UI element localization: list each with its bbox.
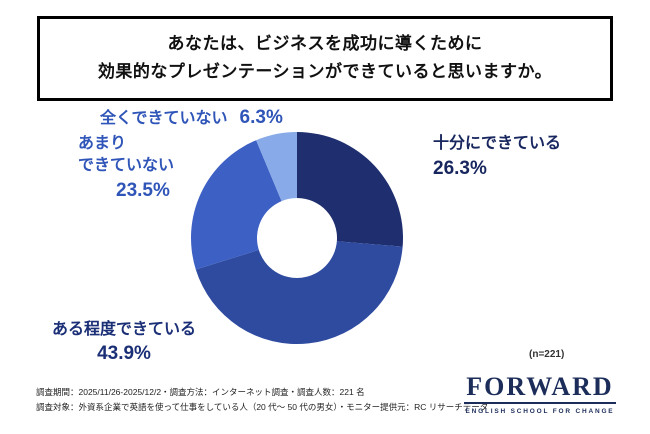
callout-not-really-label-line1: あまり (78, 135, 127, 152)
callout-somewhat-label: ある程度できている (52, 321, 197, 338)
sample-size-note: (n=221) (529, 349, 565, 360)
callout-not-at-all: 全くできていない 6.3% (100, 104, 283, 129)
title-line-2: 効果的なプレゼンテーションができていると思いますか。 (97, 62, 553, 82)
callout-somewhat: ある程度できている 43.9% (52, 315, 196, 365)
callout-not-really-percent: 23.5% (116, 180, 170, 202)
callout-sufficient-label: 十分にできている (433, 135, 562, 152)
callout-not-at-all-percent: 6.3% (239, 107, 283, 128)
title-box: あなたは、ビジネスを成功に導くために 効果的なプレゼンテーションができていると思… (37, 16, 613, 102)
forward-logo-tagline: ENGLISH SCHOOL FOR CHANGE (465, 408, 615, 416)
donut-segment-3 (256, 132, 297, 202)
survey-method-footnote: 調査期間：2025/11/26-2025/12/2・調査方法：インターネット調査… (36, 385, 488, 415)
forward-logo: FORWARD ENGLISH SCHOOL FOR CHANGE (464, 373, 616, 415)
callout-not-really: あまり できていない 23.5% (78, 133, 174, 202)
callout-not-at-all-label: 全くできていない (100, 110, 228, 127)
callout-somewhat-percent: 43.9% (97, 343, 151, 364)
footnote-line-2: 調査対象：外資系企業で英語を使って仕事をしている人（20 代～ 50 代の男女）… (36, 401, 489, 412)
callout-sufficient: 十分にできている 26.3% (433, 129, 561, 180)
footnote-line-1: 調査期間：2025/11/26-2025/12/2・調査方法：インターネット調査… (36, 387, 365, 397)
forward-logo-rule (464, 402, 616, 405)
forward-logo-wordmark: FORWARD (466, 372, 614, 401)
callout-not-really-label-line2: できていない (78, 156, 175, 174)
callout-sufficient-percent: 26.3% (433, 158, 487, 179)
donut-segment-1 (195, 241, 403, 345)
donut-segment-0 (297, 132, 404, 247)
donut-segment-2 (190, 140, 282, 270)
title-line-1: あなたは、ビジネスを成功に導くために (167, 34, 483, 53)
